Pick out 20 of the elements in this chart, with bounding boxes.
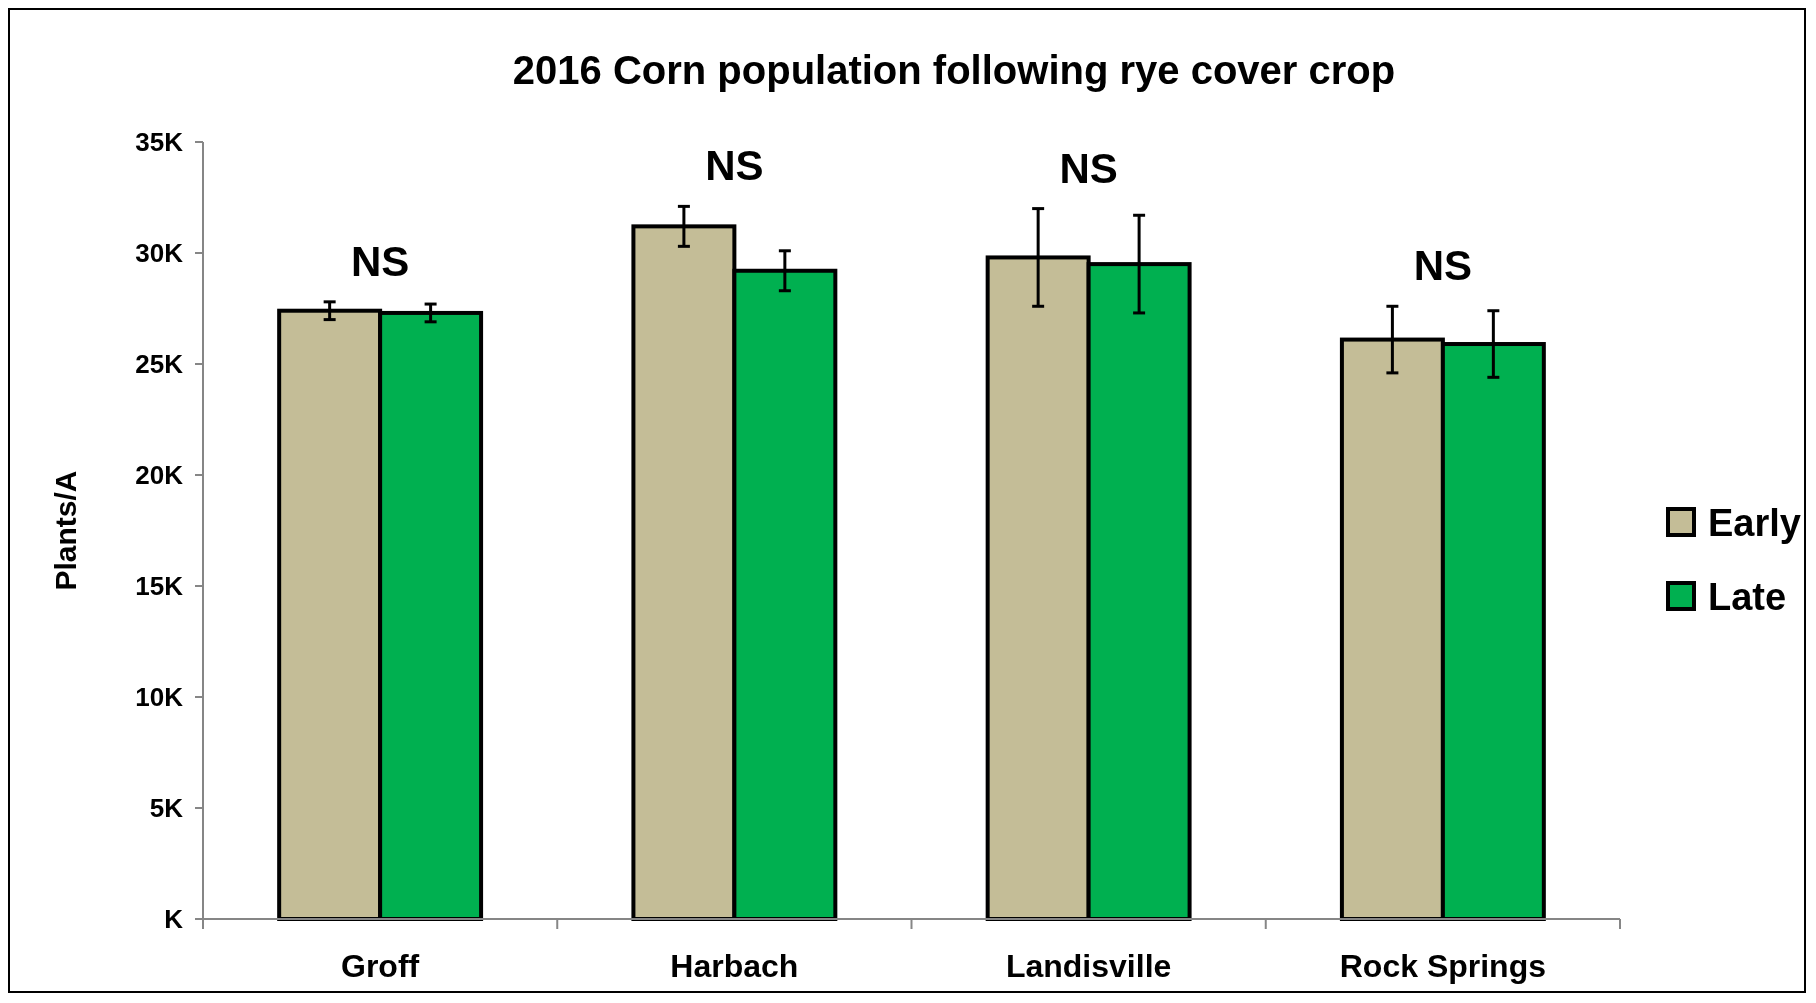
y-tick-label: 15K <box>135 571 184 602</box>
annotation: NS <box>1059 144 1118 192</box>
chart-title: 2016 Corn population following rye cover crop <box>512 48 1396 92</box>
annotation: NS <box>350 237 410 285</box>
y-tick-label: 30K <box>135 238 184 269</box>
y-axis-title: Plants/A <box>49 470 82 591</box>
y-tick-label: K <box>164 904 184 935</box>
y-tick-label: 20K <box>135 460 184 491</box>
x-tick-label: Rock Springs <box>1339 948 1547 984</box>
x-tick-label: Landisville <box>1005 948 1172 984</box>
y-tick-label: 10K <box>135 682 184 713</box>
legend-label: Late <box>1708 576 1787 619</box>
y-tick-label: 5K <box>149 793 184 824</box>
x-tick-label: Harbach <box>670 948 799 984</box>
annotation: NS <box>1413 242 1473 290</box>
y-tick-label: 35K <box>135 127 184 158</box>
y-tick-label: 25K <box>135 349 184 380</box>
annotation: NS <box>705 142 764 190</box>
legend-label: Early <box>1708 502 1801 545</box>
x-tick-label: Groff <box>341 948 420 984</box>
